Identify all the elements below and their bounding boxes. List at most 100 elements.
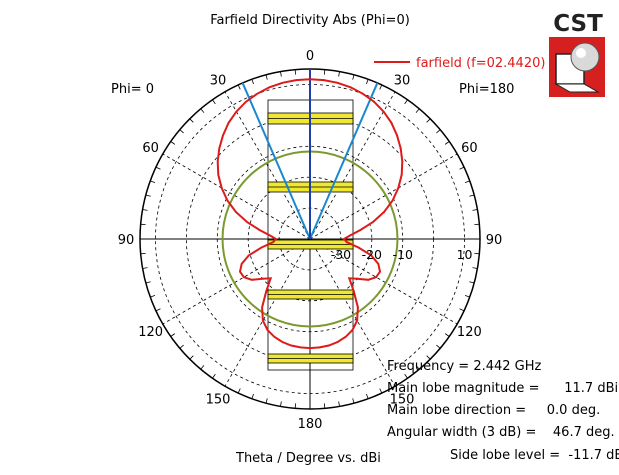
spoke-300 — [162, 153, 311, 240]
data-point-33 — [336, 341, 339, 344]
cst-logo-text: CST — [553, 11, 603, 37]
tick-mark-165 — [352, 398, 355, 404]
angle-tick-label-300: 60 — [142, 141, 159, 156]
tick-mark-195 — [265, 398, 268, 404]
info-angular-width: Angular width (3 dB) = 46.7 deg. — [387, 425, 615, 440]
tick-mark-190 — [280, 401, 282, 407]
tick-mark-135 — [426, 355, 431, 360]
data-point-3 — [349, 86, 352, 89]
data-point-6 — [382, 110, 385, 113]
tick-mark-250 — [150, 295, 156, 298]
tick-mark-140 — [415, 365, 420, 370]
info-frequency: Frequency = 2.442 GHz — [387, 359, 542, 374]
info-main-lobe-direction: Main lobe direction = 0.0 deg. — [387, 403, 601, 418]
spoke-60 — [309, 153, 458, 240]
tick-mark-320 — [200, 108, 205, 113]
angle-tick-label-90: 90 — [486, 233, 503, 248]
chart-title: Farfield Directivity Abs (Phi=0) — [210, 13, 410, 28]
radial-tick-label-2: -10 — [393, 247, 413, 262]
tick-mark-225 — [189, 355, 194, 360]
tick-mark-160 — [366, 393, 369, 399]
info-side-lobe-level: Side lobe level = -11.7 dB — [450, 448, 619, 463]
tick-mark-130 — [436, 344, 441, 349]
tick-mark-310 — [179, 129, 184, 134]
tick-mark-285 — [145, 194, 151, 197]
data-point-34 — [327, 344, 330, 347]
tick-mark-230 — [179, 344, 184, 349]
data-point-21 — [370, 254, 373, 257]
data-point-27 — [348, 277, 351, 280]
data-point-13 — [391, 199, 394, 202]
tick-mark-290 — [150, 180, 156, 183]
data-point-16 — [359, 229, 362, 232]
tick-mark-295 — [155, 166, 161, 170]
tick-mark-170 — [338, 401, 340, 407]
tick-mark-340 — [251, 79, 254, 85]
tick-mark-260 — [142, 267, 148, 269]
tick-mark-315 — [189, 118, 194, 123]
data-point-30 — [356, 319, 359, 322]
data-point-23 — [379, 270, 382, 273]
legend: farfield (f=02.4420) — [374, 56, 545, 71]
tick-mark-350 — [280, 71, 282, 77]
spoke-30 — [309, 91, 396, 240]
tick-mark-65 — [459, 166, 465, 170]
beamwidth-line-1 — [309, 82, 379, 240]
data-point-28 — [352, 290, 355, 293]
data-point-31 — [351, 329, 354, 332]
tick-mark-155 — [379, 388, 383, 394]
tick-mark-235 — [170, 333, 176, 337]
tick-mark-145 — [404, 373, 408, 379]
data-point-20 — [357, 246, 360, 249]
phi-right-label: Phi=180 — [459, 82, 514, 97]
angle-tick-label-0: 0 — [306, 49, 314, 64]
tick-mark-105 — [469, 281, 475, 284]
tick-mark-115 — [459, 308, 465, 312]
data-point-9 — [399, 147, 402, 150]
tick-mark-10 — [338, 71, 340, 77]
tick-mark-35 — [404, 99, 408, 105]
data-point-0 — [309, 78, 311, 81]
info-main-lobe-magnitude: Main lobe magnitude = 11.7 dBi — [387, 381, 619, 396]
legend-label: farfield (f=02.4420) — [416, 56, 545, 71]
tick-mark-220 — [200, 365, 205, 370]
spoke-240 — [162, 238, 311, 325]
radial-tick-label-3: 10 — [457, 247, 473, 262]
data-point-36 — [309, 347, 311, 350]
radial-tick-label-1: -20 — [362, 247, 382, 262]
angle-tick-label-30: 30 — [394, 74, 411, 89]
tick-mark-200 — [251, 393, 254, 399]
data-point-24 — [375, 276, 378, 279]
tick-mark-15 — [352, 74, 355, 80]
phi-left-label: Phi= 0 — [111, 82, 154, 97]
tick-mark-55 — [444, 141, 450, 145]
data-point-12 — [397, 187, 400, 189]
data-point-35 — [318, 346, 321, 349]
data-point-17 — [349, 234, 352, 237]
data-point-11 — [400, 173, 403, 176]
data-point-29 — [356, 306, 359, 309]
tick-mark-345 — [265, 74, 268, 80]
tick-mark-255 — [145, 281, 151, 284]
data-point-10 — [401, 160, 404, 163]
x-axis-label: Theta / Degree vs. dBi — [235, 451, 381, 466]
data-point-8 — [396, 134, 399, 137]
tick-mark-25 — [379, 84, 383, 90]
data-point-4 — [361, 92, 364, 95]
angle-tick-label-150: 150 — [390, 392, 415, 407]
tick-mark-305 — [170, 141, 176, 145]
data-point-1 — [322, 79, 325, 82]
tick-mark-75 — [469, 194, 475, 197]
beamwidth-lines — [241, 69, 379, 240]
tick-mark-325 — [212, 99, 216, 105]
tick-mark-50 — [436, 129, 441, 134]
data-point-5 — [373, 100, 376, 103]
tick-mark-280 — [142, 209, 148, 211]
beamwidth-line-0 — [241, 82, 311, 240]
data-point-15 — [371, 221, 374, 224]
data-point-14 — [383, 211, 386, 214]
tick-mark-20 — [366, 79, 369, 85]
angle-tick-label-120: 120 — [457, 325, 482, 340]
data-point-2 — [336, 81, 339, 84]
